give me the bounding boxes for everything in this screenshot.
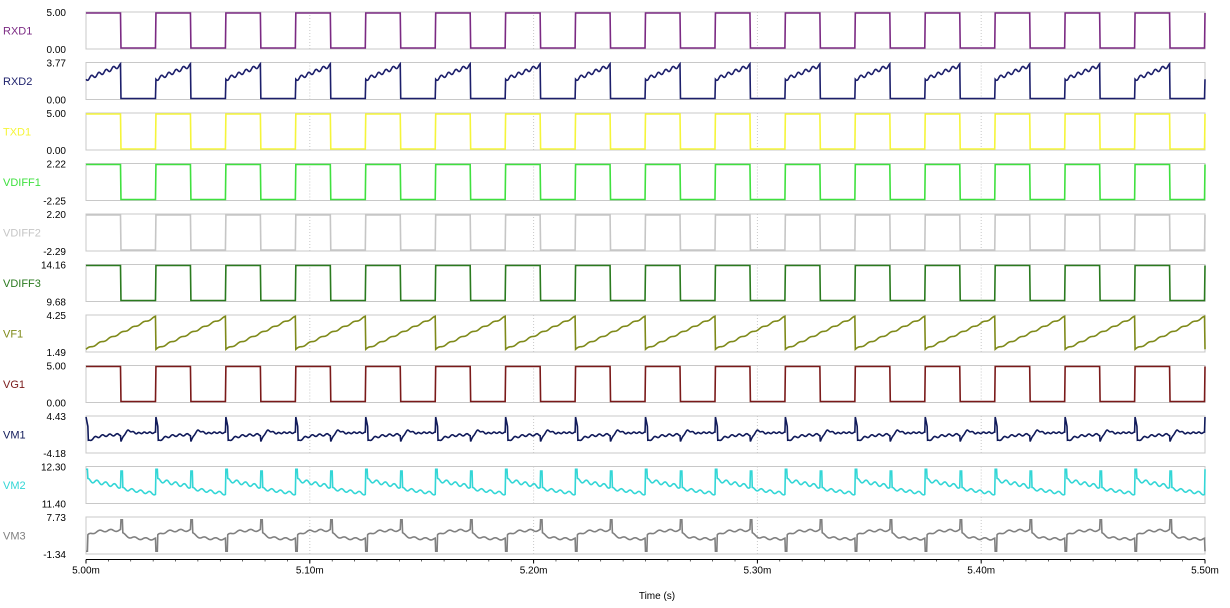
channel-name: RXD1 [3,26,32,38]
channel-name: VG1 [3,379,25,391]
channel-name: VM2 [3,480,26,492]
channel-vdiff1: VDIFF1 2.22 -2.25 [3,160,1206,208]
x-tick-label: 5.10m [296,566,324,577]
channel-ymax-label: 5.00 [47,362,67,373]
channel-ymax-label: 2.20 [47,210,67,221]
x-axis: 5.00m 5.10m 5.20m 5.30m 5.40m 5.50m [72,559,1219,577]
channel-name: VM1 [3,430,26,442]
channel-ymin-label: 0.00 [47,45,67,56]
waveform-txd1 [86,113,1206,150]
channel-name: VDIFF3 [3,278,41,290]
channel-vm2: VM2 12.30 11.40 [3,463,1206,511]
waveform-vf1 [85,315,1206,351]
x-tick-label: 5.30m [744,566,772,577]
channel-frame [85,516,1206,555]
waveform-rxd1 [86,12,1206,49]
channel-vm1: VM1 4.43 -4.18 [3,412,1206,460]
channel-name: RXD2 [3,76,32,88]
channel-rxd2: RXD2 3.77 0.00 [3,59,1206,107]
channel-vg1: VG1 5.00 0.00 [3,362,1206,410]
channel-ymin-label: -4.18 [43,449,66,460]
channel-vf1: VF1 4.25 1.49 [3,311,1206,359]
waveform-vdiff3 [86,264,1206,302]
channel-ymax-label: 4.43 [47,412,67,423]
waveform-vm3 [86,518,1206,553]
channel-ymin-label: -2.29 [43,247,66,258]
channel-ymax-label: 4.25 [47,311,67,322]
channel-rxd1: RXD1 5.00 0.00 [3,8,1206,56]
x-tick-label: 5.20m [520,566,548,577]
waveform-vdiff1 [86,163,1206,201]
x-tick-label: 5.00m [72,566,100,577]
channel-ymin-label: 11.40 [42,500,67,511]
channel-txd1: TXD1 5.00 0.00 [3,109,1206,157]
channel-ymin-label: 1.49 [47,348,67,359]
channel-name: TXD1 [3,127,31,139]
channel-ymax-label: 3.77 [47,59,67,70]
channel-name: VDIFF1 [3,177,41,189]
channel-ymin-label: 0.00 [47,146,67,157]
channel-ymax-label: 7.73 [47,513,67,524]
channel-ymin-label: 0.00 [47,399,67,410]
waveform-vm2 [86,468,1206,496]
channel-name: VM3 [3,531,26,543]
x-tick-label: 5.50m [1191,566,1219,577]
x-tick-label: 5.40m [967,566,995,577]
channel-ymin-label: 9.68 [47,298,67,309]
channel-bands: RXD1 5.00 0.00 RXD2 3.77 0.00 TXD1 5.00 0.00 VDIF… [3,8,1206,561]
channel-name: VDIFF2 [3,228,41,240]
waveform-vg1 [86,365,1206,403]
channel-frame [85,415,1206,454]
channel-ymax-label: 12.30 [41,463,66,474]
channel-ymin-label: -2.25 [43,197,66,208]
channel-ymax-label: 5.00 [47,109,67,120]
channel-vm3: VM3 7.73 -1.34 [3,513,1206,561]
channel-ymin-label: -1.34 [43,550,66,561]
channel-ymax-label: 14.16 [41,261,66,272]
channel-ymin-label: 0.00 [47,96,67,107]
x-axis-title: Time (s) [639,591,675,602]
waveform-rxd2 [85,61,1206,100]
channel-ymax-label: 5.00 [47,8,67,19]
channel-vdiff2: VDIFF2 2.20 -2.29 [3,210,1206,258]
waveform-vdiff2 [86,214,1206,251]
waveform-vm1 [85,416,1206,442]
channel-ymax-label: 2.22 [47,160,67,171]
channel-name: VF1 [3,329,23,341]
